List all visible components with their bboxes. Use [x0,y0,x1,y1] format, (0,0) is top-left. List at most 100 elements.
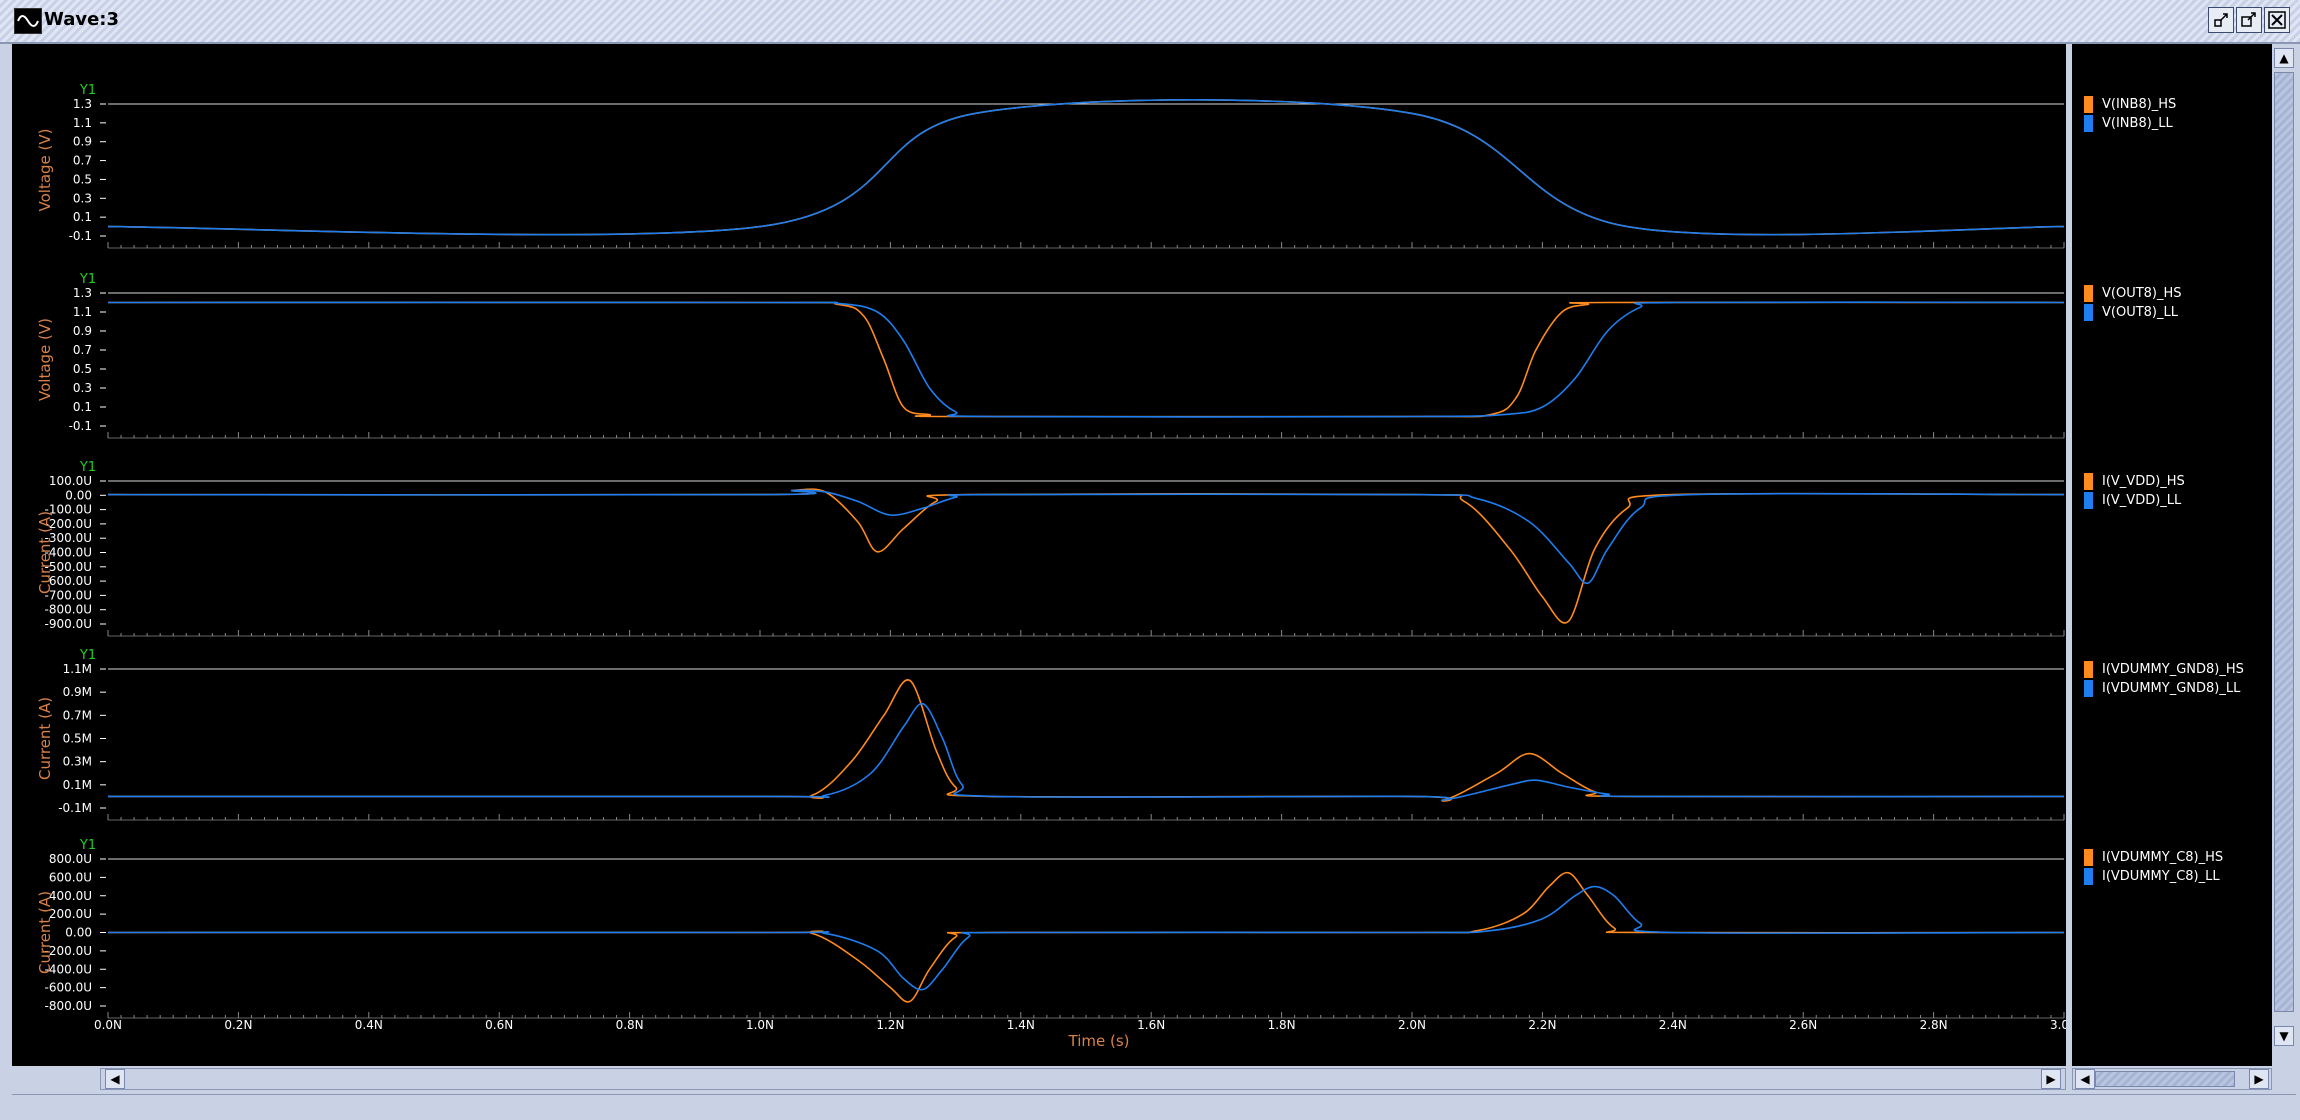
y-tick-label: -0.1 [69,419,92,433]
y-tick-label: 0.5M [63,732,92,746]
x-tick-label: 2.8N [1920,1018,1948,1032]
vertical-scrollbar[interactable]: ▲ ▼ [2272,44,2296,1066]
series-line-i-vdummy-gnd8-hs[interactable] [107,679,2065,802]
y-tick-label: 0.3 [73,191,92,205]
y-tick-label: -0.1M [58,801,92,815]
legend-label[interactable]: V(INB8)_LL [2102,116,2173,131]
minimize-icon[interactable] [2208,7,2234,33]
y-tick-label: 0.00 [65,926,92,940]
legend-label[interactable]: I(VDUMMY_C8)_HS [2102,850,2224,865]
y-tick-label: -900.0U [45,617,92,631]
y-axis-tag: Y1 [79,272,96,287]
vertical-scroll-thumb[interactable] [2274,72,2294,1012]
legend-label[interactable]: I(V_VDD)_HS [2102,474,2185,489]
legend-label[interactable]: I(VDUMMY_GND8)_LL [2102,681,2241,696]
legend-scroll-thumb[interactable] [2095,1071,2235,1087]
legend-label[interactable]: I(V_VDD)_LL [2102,493,2182,508]
y-tick-label: 0.00 [65,488,92,502]
y-tick-label: 0.1M [63,778,92,792]
y-tick-label: -300.0U [45,531,92,545]
series-line-i-vdummy-c8-hs[interactable] [107,871,2065,1003]
series-line-v-inb8-ll[interactable] [107,99,2065,236]
y-tick-label: 1.1M [63,662,92,676]
x-tick-label: 0.8N [616,1018,644,1032]
series-line-v-out8-hs[interactable] [107,301,2065,418]
legend-scroll-right-icon[interactable]: ▶ [2249,1069,2269,1089]
maximize-icon[interactable] [2236,7,2262,33]
x-axis-label: Time (s) [1068,1032,1130,1050]
y-tick-label: 0.7M [63,708,92,722]
y-tick-label: 0.5 [73,362,92,376]
y-axis-tag: Y1 [79,460,96,475]
y-axis-label: Current (A) [36,891,54,974]
legend-label[interactable]: V(INB8)_HS [2102,97,2177,112]
title-bar[interactable]: Wave:3 [0,0,2300,44]
legend-horizontal-scrollbar[interactable]: ◀ ▶ [2072,1068,2272,1090]
legend-label[interactable]: V(OUT8)_LL [2102,305,2178,320]
horizontal-scrollbar[interactable]: ◀ ▶ [100,1068,2066,1090]
y-tick-label: 1.1 [73,305,92,319]
scroll-down-icon[interactable]: ▼ [2274,1026,2294,1046]
y-tick-label: -200.0U [45,944,92,958]
scroll-right-icon[interactable]: ▶ [2041,1069,2061,1089]
legend-swatch[interactable] [2084,115,2093,132]
waveform-app-icon [14,8,42,34]
panel-4[interactable]: Y11.1M 0.9M 0.7M 0.5M 0.3M 0.1M -0.1M Current (… [36,648,2065,821]
series-line-v-inb8-hs[interactable] [107,99,2065,236]
window-title: Wave:3 [44,9,120,30]
y-axis-label: Voltage (V) [36,318,54,401]
panel-3[interactable]: Y1100.0U0.00-100.0U-200.0U-300.0U-400.0U… [36,460,2065,637]
plot-area[interactable]: Y1 1.3 1.1 0.9 0.7 0.5 0.3 0.1 -0.1 Voltage (V) Y1… [12,44,2078,1066]
y-axis-tag: Y1 [79,83,96,98]
legend-label[interactable]: I(VDUMMY_C8)_LL [2102,869,2220,884]
x-tick-label: 2.2N [1528,1018,1556,1032]
y-tick-label: -600.0U [45,981,92,995]
x-tick-label: 2.4N [1659,1018,1687,1032]
x-tick-label: 1.6N [1137,1018,1165,1032]
close-icon[interactable] [2264,7,2290,33]
legend-swatch[interactable] [2084,680,2093,697]
panel-2[interactable]: Y11.3 1.1 0.9 0.7 0.5 0.3 0.1 -0.1 Voltage (V) [36,272,2065,439]
series-line-i-vdummy-c8-ll[interactable] [107,885,2065,991]
y-tick-label: -200.0U [45,517,92,531]
series-line-i-v-vdd-ll[interactable] [107,489,2065,585]
legend-swatch[interactable] [2084,96,2093,113]
y-tick-label: 0.9 [73,324,92,338]
legend-swatch[interactable] [2084,285,2093,302]
y-tick-label: 0.3 [73,381,92,395]
y-tick-label: 1.1 [73,116,92,130]
legend-swatch[interactable] [2084,661,2093,678]
series-line-i-vdummy-gnd8-ll[interactable] [107,702,2065,802]
panel-divider[interactable] [2066,44,2072,1066]
legend-swatch[interactable] [2084,473,2093,490]
y-tick-label: 1.3 [73,97,92,111]
legend-scroll-left-icon[interactable]: ◀ [2075,1069,2095,1089]
x-tick-label: 1.0N [746,1018,774,1032]
series-line-v-out8-ll[interactable] [107,301,2065,418]
panel-1[interactable]: Y11.3 1.1 0.9 0.7 0.5 0.3 0.1 -0.1 Voltage (V) [36,83,2065,249]
x-tick-label: 2.6N [1789,1018,1817,1032]
y-tick-label: 0.5 [73,172,92,186]
y-tick-label: 0.1 [73,400,92,414]
scroll-left-icon[interactable]: ◀ [105,1069,125,1089]
x-tick-label: 0.4N [355,1018,383,1032]
status-bar [12,1094,2296,1111]
y-tick-label: -800.0U [45,999,92,1013]
x-tick-label: 1.4N [1007,1018,1035,1032]
y-tick-label: 0.9M [63,685,92,699]
legend-swatch[interactable] [2084,849,2093,866]
legend-swatch[interactable] [2084,304,2093,321]
legend-label[interactable]: I(VDUMMY_GND8)_HS [2102,662,2244,677]
scroll-up-icon[interactable]: ▲ [2274,48,2294,68]
legend-label[interactable]: V(OUT8)_HS [2102,286,2182,301]
y-tick-label: -0.1 [69,229,92,243]
series-line-i-v-vdd-hs[interactable] [107,488,2065,624]
legend-swatch[interactable] [2084,492,2093,509]
y-axis-label: Current (A) [36,697,54,780]
legend-swatch[interactable] [2084,868,2093,885]
y-tick-label: 0.9 [73,135,92,149]
y-axis-tag: Y1 [79,838,96,853]
y-tick-label: -400.0U [45,546,92,560]
